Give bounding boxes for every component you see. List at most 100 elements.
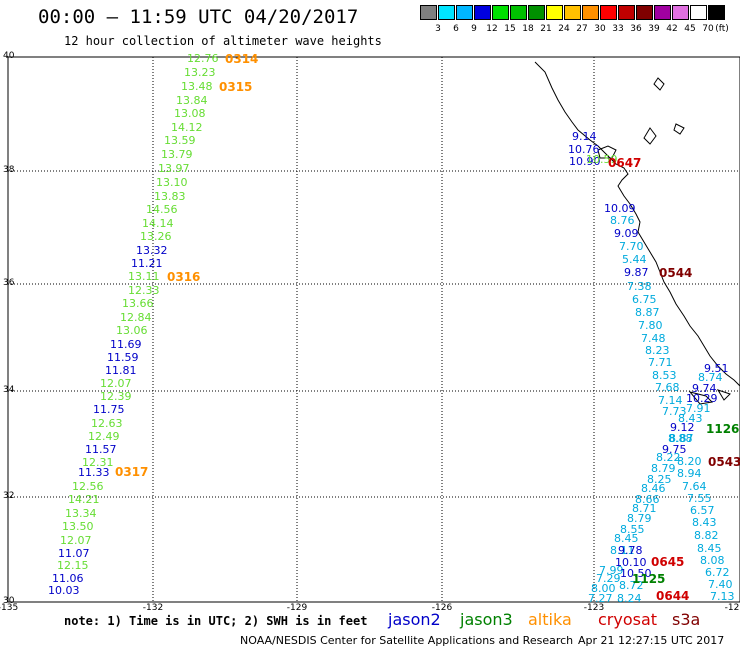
wave-height-label: 13.83	[154, 190, 186, 203]
footnote: note: 1) Time is in UTC; 2) SWH is in fe…	[64, 614, 368, 628]
legend-cryosat: cryosat	[598, 610, 658, 629]
wave-height-label: 13.26	[140, 230, 172, 243]
wave-height-label: 11.59	[107, 351, 139, 364]
wave-height-label: 8.53	[652, 369, 677, 382]
pass-time-label: 0647	[608, 156, 642, 170]
wave-height-label: 12.39	[100, 390, 132, 403]
colorbar-label: 70	[702, 24, 714, 34]
wave-height-label: 12.07	[60, 534, 92, 547]
wave-height-label: 7.55	[687, 492, 712, 505]
colorbar-label: 42	[666, 24, 678, 34]
wave-height-label: 9.51	[704, 362, 729, 375]
coastline	[534, 61, 740, 387]
longitude-tick: -12	[724, 603, 740, 613]
wave-height-label: 10.76	[568, 143, 600, 156]
wave-height-label: 9.75	[662, 443, 687, 456]
wave-height-label: 13.50	[62, 520, 94, 533]
wave-height-label: 9.87	[624, 266, 649, 279]
colorbar-label: 6	[453, 24, 459, 34]
wave-height-label: 8.23	[645, 344, 670, 357]
colorbar-label: 33	[612, 24, 624, 34]
island-outline	[688, 391, 714, 405]
latitude-tick: 38	[3, 165, 15, 175]
latitude-tick: 34	[3, 385, 15, 395]
colorbar-label: 24	[558, 24, 570, 34]
pass-time-label: 0315	[219, 80, 253, 94]
wave-height-label: 7.13	[710, 590, 735, 603]
colorbar-swatch	[528, 5, 545, 20]
lake-outline	[653, 77, 665, 91]
colorbar-swatch	[636, 5, 653, 20]
wave-height-label: 13.59	[164, 134, 196, 147]
colorbar-swatch	[672, 5, 689, 20]
pass-time-label: 1125	[632, 572, 666, 586]
colorbar-label: 30	[594, 24, 606, 34]
wave-height-label: 13.48	[181, 80, 213, 93]
wave-height-label: 12.63	[91, 417, 123, 430]
wave-height-label: 7.29	[596, 572, 621, 585]
pass-time-label: 0314	[225, 52, 259, 66]
legend-jason3: jason3	[460, 610, 513, 629]
wave-height-label: 11.69	[110, 338, 142, 351]
wave-height-label: 5.44	[622, 253, 647, 266]
wave-height-label: 13.32	[136, 244, 168, 257]
colorbar-swatch	[708, 5, 725, 20]
wave-height-label: 7.70	[619, 240, 644, 253]
colorbar-swatch	[456, 5, 473, 20]
bay-outline	[597, 145, 617, 159]
wave-height-label: 8.46	[641, 482, 666, 495]
colorbar-label: 45	[684, 24, 696, 34]
pass-time-label: 0316	[167, 270, 201, 284]
wave-height-label: 8.66	[635, 493, 660, 506]
wave-height-label: 7.99	[599, 564, 624, 577]
wave-height-label: 7.68	[655, 381, 680, 394]
colorbar-swatch	[510, 5, 527, 20]
wave-height-label: 7.71	[648, 356, 673, 369]
colorbar-swatch	[492, 5, 509, 20]
wave-height-label: 11.06	[52, 572, 84, 585]
wave-height-label: 11.75	[93, 403, 125, 416]
wave-height-label: 8.71	[632, 502, 657, 515]
wave-height-label: 9.78	[618, 544, 643, 557]
wave-height-label: 9.09	[614, 227, 639, 240]
wave-height-label: 13.06	[116, 324, 148, 337]
colorbar-swatch	[618, 5, 635, 20]
latitude-tick: 36	[3, 278, 15, 288]
wave-height-label: 7.80	[638, 319, 663, 332]
colorbar-label: 39	[648, 24, 660, 34]
wave-height-label: 8.79	[627, 512, 652, 525]
wave-height-label: 10.09	[604, 202, 636, 215]
wave-height-label: 8.45	[697, 542, 722, 555]
colorbar-swatch	[474, 5, 491, 20]
wave-height-label: 12.33	[128, 284, 160, 297]
wave-height-label: 13.23	[184, 66, 216, 79]
wave-height-label: 11.33	[78, 466, 110, 479]
wave-height-label: 10.59	[586, 153, 618, 166]
colorbar-swatch	[420, 5, 437, 20]
wave-height-label: 10.03	[48, 584, 80, 597]
longitude-tick: -135	[0, 603, 19, 613]
wave-height-label: 9.12	[670, 421, 695, 434]
wave-height-label: 12.49	[88, 430, 120, 443]
wave-height-label: 8.11	[610, 544, 635, 557]
pass-time-label: 0544	[659, 266, 693, 280]
pass-time-label: 0645	[651, 555, 685, 569]
wave-height-label: 8.55	[620, 523, 645, 536]
latitude-tick: 32	[3, 491, 15, 501]
wave-height-label: 13.84	[176, 94, 208, 107]
lake-outline	[673, 123, 685, 135]
wave-height-label: 13.08	[174, 107, 206, 120]
wave-height-label: 13.66	[122, 297, 154, 310]
wave-height-label: 9.14	[572, 130, 597, 143]
wave-height-label: 12.76	[187, 52, 219, 65]
colorbar-swatch	[600, 5, 617, 20]
wave-height-label: 8.87	[635, 306, 660, 319]
page-title: 00:00 – 11:59 UTC 04/20/2017	[38, 6, 359, 28]
island-outline	[716, 389, 731, 401]
wave-height-label: 9.74	[692, 382, 717, 395]
wave-height-label: 14.56	[146, 203, 178, 216]
wave-height-label: 8.72	[619, 579, 644, 592]
colorbar-label: 9	[471, 24, 477, 34]
wave-height-label: 13.79	[161, 148, 193, 161]
wave-height-label: 11.57	[85, 443, 117, 456]
